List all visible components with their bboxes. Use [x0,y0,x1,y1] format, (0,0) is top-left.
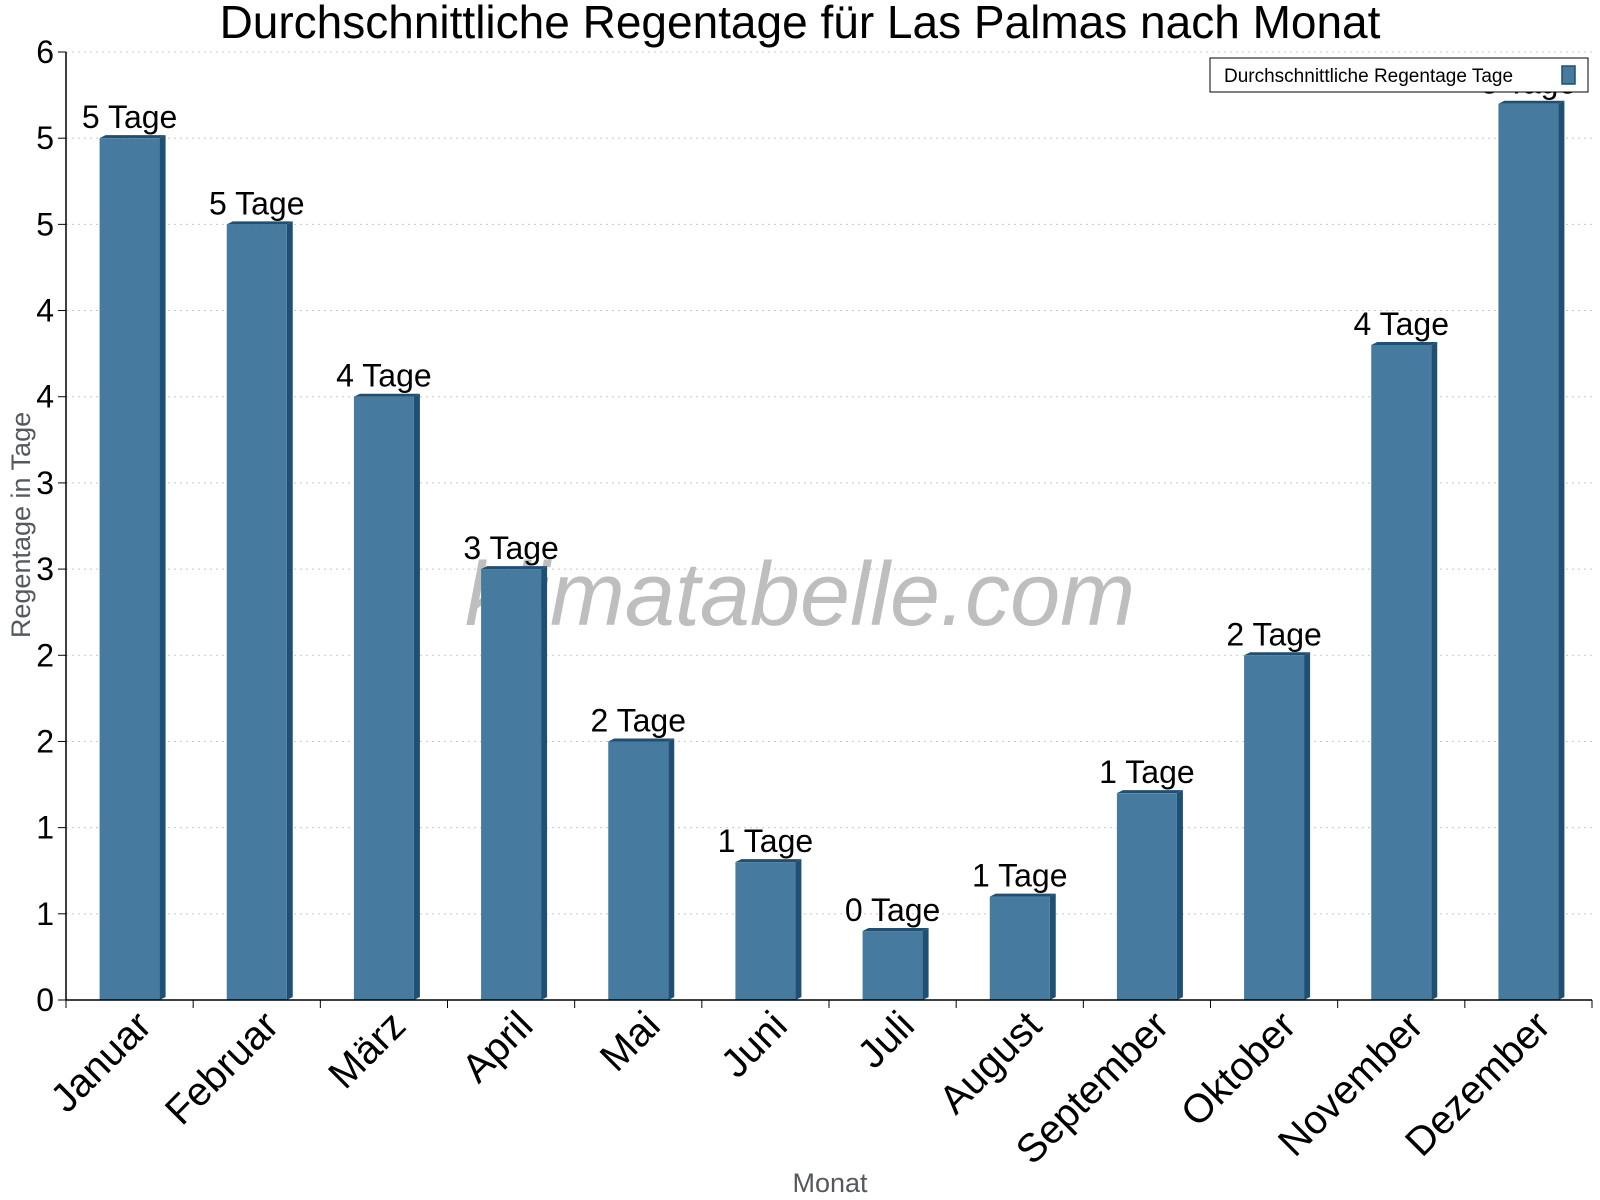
bar-top [989,893,1056,897]
data-labels: 5 Tage 5 Tage 4 Tage 3 Tage 2 Tage 1 Tage 0 Ta… [82,65,1576,928]
y-tick-label: 1 [36,896,54,932]
y-tick-label: 5 [36,120,54,156]
data-label: 2 Tage [1226,616,1322,652]
bar [989,896,1050,1000]
bar [1498,103,1559,1000]
bar-side [1304,652,1311,1000]
y-axis-ticks: 0 1 1 2 2 3 3 4 4 5 5 6 [36,34,66,1018]
x-tick-label: März [320,1003,414,1097]
legend-swatch [1561,65,1576,85]
bar-top [862,928,929,932]
bar-top [735,859,802,863]
bar-side [668,738,675,1000]
bar-top [1498,100,1565,104]
bar-top [1116,790,1183,794]
bar-side [1558,100,1565,1000]
data-label: 2 Tage [591,702,687,738]
y-tick-label: 5 [36,206,54,242]
y-tick-label: 1 [36,810,54,846]
bar-top [1371,342,1438,346]
y-tick-label: 6 [36,34,54,70]
data-label: 4 Tage [336,358,432,394]
bar [608,741,669,1000]
data-label: 1 Tage [972,858,1068,894]
y-tick-label: 2 [36,723,54,759]
bar-side [1431,342,1438,1000]
bar [1371,345,1432,1000]
bar [353,396,414,1000]
bar-top [99,135,166,139]
bar-top [608,738,675,742]
bar [862,931,923,1000]
bar [99,138,160,1000]
bar-side [286,221,293,1000]
bar-side [413,393,420,1000]
x-tick-label: April [454,1003,542,1091]
data-label: 4 Tage [1354,306,1450,342]
bar-side [541,566,548,1000]
bar [735,862,796,1000]
x-tick-label: Februar [157,1003,287,1133]
legend-box [1209,57,1589,93]
bar-side [922,928,929,1000]
x-tick-label: Juli [849,1003,923,1077]
data-label: 0 Tage [845,892,941,928]
watermark: klimatabelle.com [465,545,1135,645]
bar [1116,793,1177,1000]
y-tick-label: 0 [36,982,54,1018]
x-tick-label: Oktober [1173,1003,1305,1135]
bar [1244,655,1305,1000]
y-axis-title: Regentage in Tage [6,412,36,638]
y-tick-label: 2 [36,637,54,673]
bar [481,569,542,1000]
bars-group [99,100,1565,1000]
y-tick-label: 3 [36,551,54,587]
data-label: 5 Tage [209,185,305,221]
y-tick-label: 4 [36,379,54,415]
y-tick-label: 3 [36,465,54,501]
legend: Durchschnittliche Regentage Tage [1209,57,1589,93]
data-label: 5 Tage [82,99,178,135]
y-tick-label: 4 [36,293,54,329]
x-axis-title: Monat [792,1168,868,1198]
bar-top [353,393,420,397]
x-tick-label: Januar [42,1003,160,1121]
bar [226,224,287,1000]
legend-label: Durchschnittliche Regentage Tage [1224,66,1513,87]
bar-side [1176,790,1183,1000]
x-tick-label: August [931,1003,1050,1122]
bar-top [481,566,548,570]
bar-side [1049,893,1056,1000]
data-label: 1 Tage [718,823,814,859]
bar-top [1244,652,1311,656]
bar-top [226,221,293,225]
chart-title: Durchschnittliche Regentage für Las Palm… [220,0,1381,48]
bar-side [159,135,166,1000]
bar-side [795,859,802,1000]
gridlines [66,51,1592,915]
x-tick-label: Mai [592,1003,669,1080]
x-tick-label: Juni [713,1003,796,1086]
data-label: 1 Tage [1099,754,1195,790]
data-label: 3 Tage [463,530,559,566]
